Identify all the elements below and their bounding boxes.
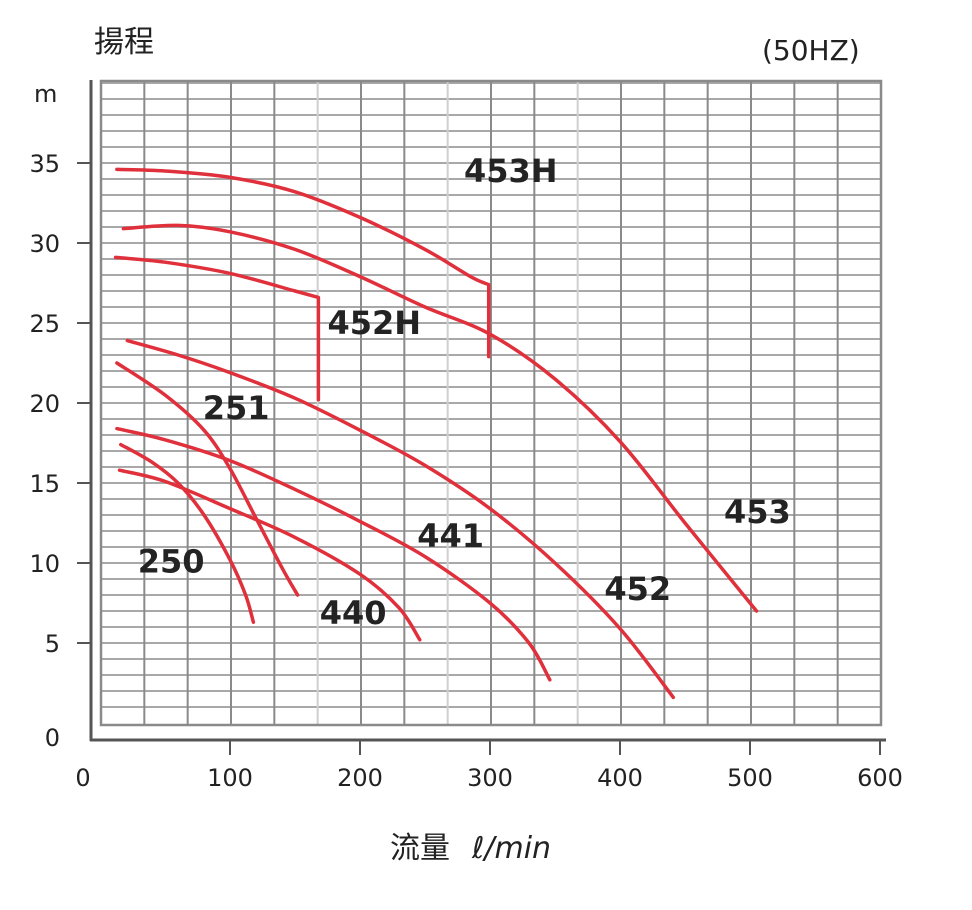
y-tick-label: 15 <box>29 470 60 498</box>
curve-251 <box>115 361 300 597</box>
x-axis-title-jp: 流量 <box>390 831 450 866</box>
curve-label-250: 250 <box>138 543 205 581</box>
y-tick-label: 5 <box>45 630 60 658</box>
frequency-label: (50HZ) <box>762 34 860 67</box>
curve-label-452h: 452H <box>328 304 422 342</box>
x-tick-label: 500 <box>727 764 773 792</box>
plot-grid <box>99 79 883 727</box>
curve-label-441: 441 <box>417 517 484 555</box>
grid-frame <box>99 79 883 727</box>
curve-440 <box>117 468 422 642</box>
curve-452 <box>125 338 676 700</box>
curve-label-440: 440 <box>320 594 387 632</box>
y-tick-label: 10 <box>29 550 60 578</box>
axes: 0 5 10 15 20 25 30 35 0 100 200 300 400 500 600 <box>29 80 903 792</box>
x-tick-label: 100 <box>207 764 253 792</box>
y-tick-label: 20 <box>29 390 60 418</box>
y-tick-label: 25 <box>29 310 60 338</box>
x-tick-label: 300 <box>467 764 513 792</box>
curve-453h <box>115 167 491 359</box>
x-tick-label: 400 <box>597 764 643 792</box>
curve-453 <box>121 223 759 613</box>
x-tick-label: 0 <box>75 764 90 792</box>
curve-labels: 453H 453 452H 452 251 441 250 440 <box>138 152 791 632</box>
y-tick-label: 35 <box>29 150 60 178</box>
pump-curves <box>113 167 759 700</box>
curve-250 <box>119 442 256 624</box>
curve-452h <box>113 255 321 402</box>
y-axis-title: 揚程 <box>94 25 154 60</box>
curve-label-453h: 453H <box>464 152 558 190</box>
curve-label-452: 452 <box>604 570 671 608</box>
x-axis-title-unit: ℓ/min <box>471 831 551 866</box>
x-tick-label: 200 <box>337 764 383 792</box>
curve-441 <box>115 426 552 682</box>
y-tick-label: 30 <box>29 230 60 258</box>
x-tick-label: 600 <box>857 764 903 792</box>
y-tick-label: 0 <box>45 724 60 752</box>
curve-label-453: 453 <box>724 493 791 531</box>
curve-label-251: 251 <box>203 389 270 427</box>
y-axis-unit: m <box>34 80 57 108</box>
